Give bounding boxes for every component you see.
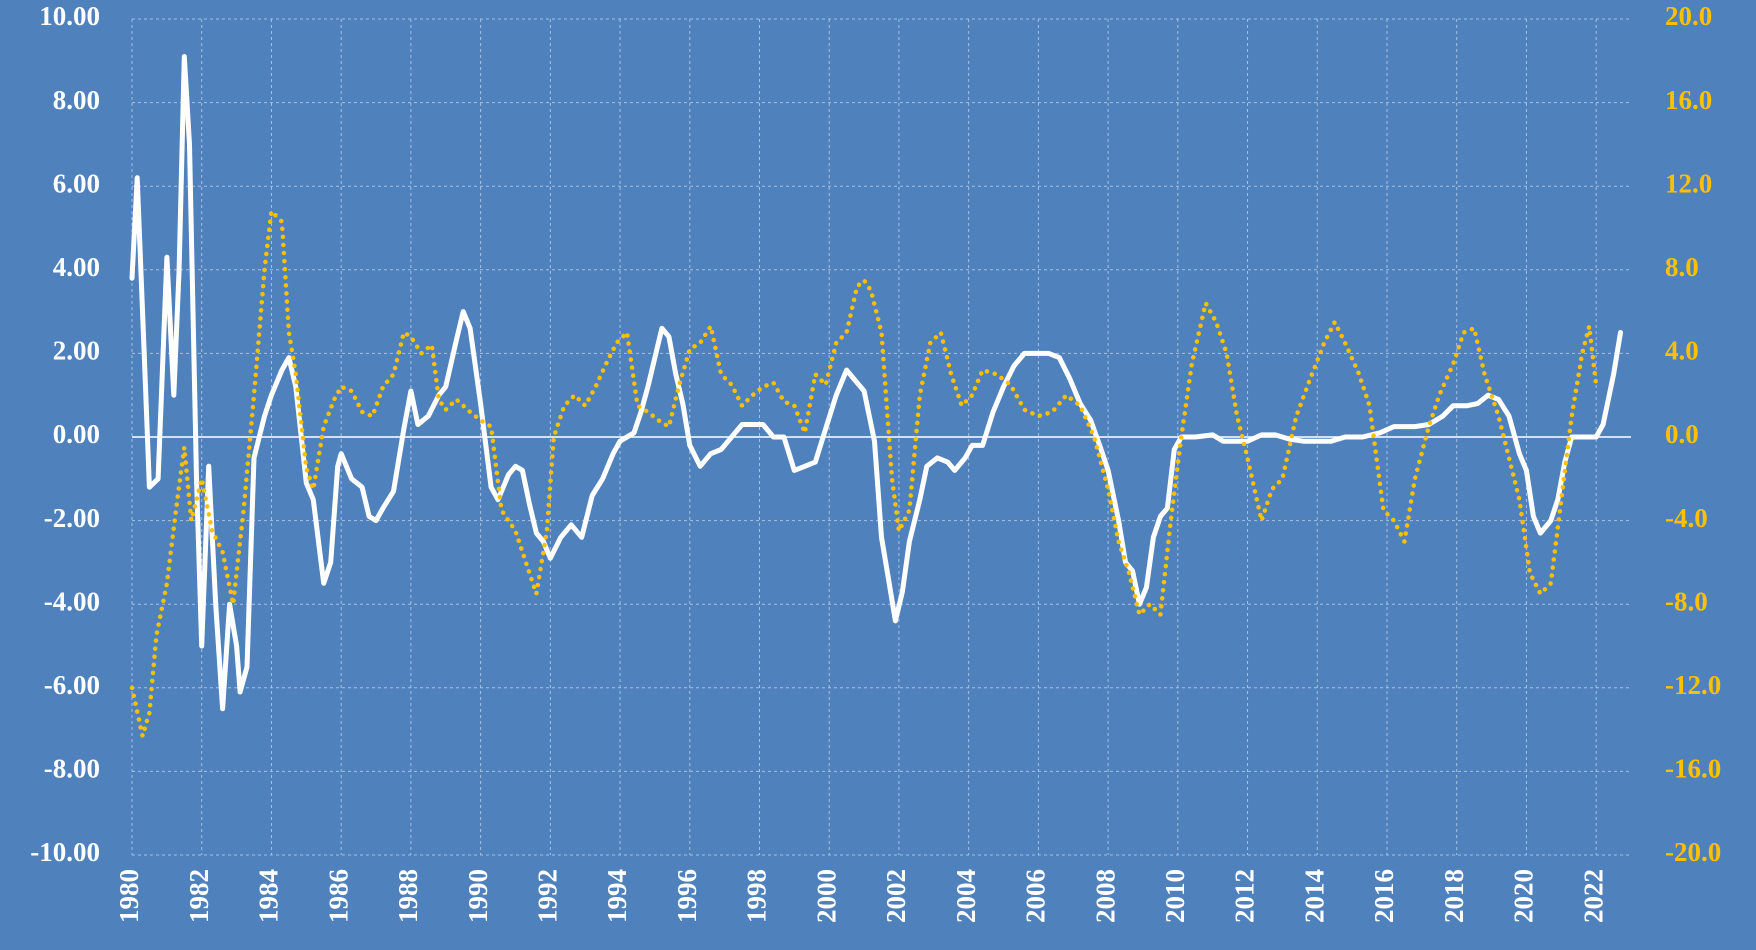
y2-tick-label: 12.0 [1665, 168, 1712, 198]
y-tick-label: -10.00 [30, 837, 100, 867]
x-tick-label: 1982 [184, 869, 214, 923]
x-tick-label: 1988 [393, 869, 423, 923]
x-tick-label: 2016 [1369, 869, 1399, 923]
y-tick-label: -6.00 [44, 670, 100, 700]
y2-tick-label: -16.0 [1665, 754, 1721, 784]
y2-tick-label: 16.0 [1665, 85, 1712, 115]
y-tick-label: -8.00 [44, 754, 100, 784]
x-tick-label: 2018 [1439, 869, 1469, 923]
x-tick-label: 1992 [533, 869, 563, 923]
x-tick-label: 2022 [1578, 869, 1608, 923]
y-tick-label: 4.00 [53, 252, 100, 282]
y2-tick-label: 8.0 [1665, 252, 1699, 282]
x-tick-label: 2008 [1090, 869, 1120, 923]
y2-tick-label: -20.0 [1665, 837, 1721, 867]
y2-tick-label: -8.0 [1665, 586, 1708, 616]
x-tick-label: 1984 [254, 869, 284, 923]
x-tick-label: 2000 [811, 869, 841, 923]
x-tick-label: 1998 [742, 869, 772, 923]
y-tick-label: 0.00 [53, 419, 100, 449]
y-tick-label: 6.00 [53, 168, 100, 198]
x-tick-label: 1990 [463, 869, 493, 923]
y-tick-label: -2.00 [44, 503, 100, 533]
x-tick-label: 2004 [951, 869, 981, 923]
y-tick-label: 2.00 [53, 336, 100, 366]
y2-tick-label: 4.0 [1665, 336, 1699, 366]
x-tick-label: 1980 [114, 869, 144, 923]
x-tick-label: 1996 [672, 869, 702, 923]
x-tick-label: 2012 [1230, 869, 1260, 923]
y2-tick-label: 0.0 [1665, 419, 1699, 449]
y2-tick-label: -4.0 [1665, 503, 1708, 533]
x-tick-label: 2006 [1021, 869, 1051, 923]
x-tick-label: 2014 [1299, 869, 1329, 923]
series-line [129, 209, 1599, 739]
x-tick-label: 1986 [323, 869, 353, 923]
y2-tick-label: -12.0 [1665, 670, 1721, 700]
y-tick-label: 10.00 [39, 1, 100, 31]
y2-tick-label: 20.0 [1665, 1, 1712, 31]
y-tick-label: 8.00 [53, 85, 100, 115]
series-line [129, 54, 1623, 712]
x-tick-label: 2020 [1509, 869, 1539, 923]
x-tick-label: 1994 [602, 869, 632, 923]
y-tick-label: -4.00 [44, 586, 100, 616]
x-tick-label: 2002 [881, 869, 911, 923]
x-tick-label: 2010 [1160, 869, 1190, 923]
